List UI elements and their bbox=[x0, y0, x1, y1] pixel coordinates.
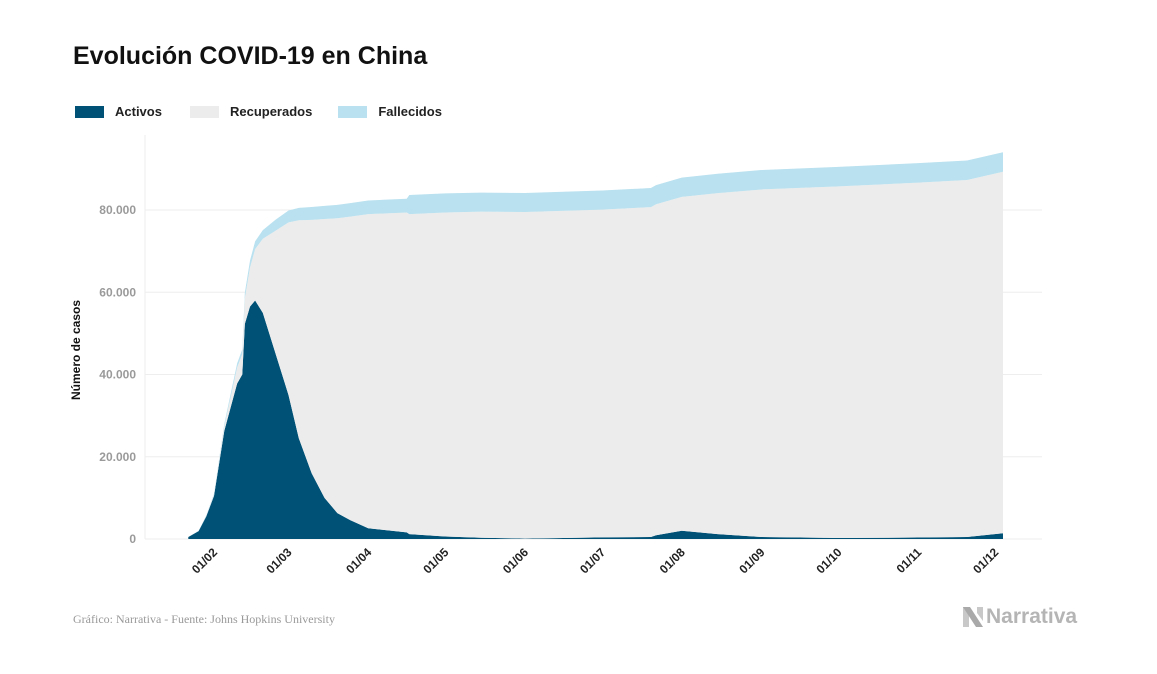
area-recuperados bbox=[188, 171, 1003, 539]
x-tick-label: 01/10 bbox=[813, 545, 844, 576]
x-tick-label: 01/02 bbox=[189, 545, 220, 576]
x-tick-label: 01/03 bbox=[264, 545, 295, 576]
narrativa-n-icon bbox=[963, 607, 983, 627]
source-note: Gráfico: Narrativa - Fuente: Johns Hopki… bbox=[73, 612, 335, 626]
y-tick-label: 80.000 bbox=[99, 203, 136, 217]
y-tick-label: 20.000 bbox=[99, 450, 136, 464]
legend-label: Fallecidos bbox=[378, 104, 442, 119]
narrativa-logo: Narrativa bbox=[963, 605, 1077, 629]
x-tick-label: 01/06 bbox=[500, 545, 531, 576]
x-tick-label: 01/08 bbox=[657, 545, 688, 576]
area-activos bbox=[188, 300, 1003, 539]
chart-title: Evolución COVID-19 en China bbox=[73, 42, 428, 70]
legend-item-recuperados: Recuperados bbox=[189, 104, 313, 119]
x-tick-label: 01/11 bbox=[894, 545, 925, 576]
y-axis-label: Número de casos bbox=[69, 300, 83, 400]
legend-swatch-fallecidos bbox=[338, 105, 368, 118]
legend-item-fallecidos: Fallecidos bbox=[338, 104, 442, 119]
y-tick-label: 0 bbox=[129, 532, 136, 546]
x-tick-label: 01/09 bbox=[736, 545, 767, 576]
x-tick-label: 01/04 bbox=[343, 545, 374, 576]
y-tick-label: 60.000 bbox=[99, 285, 136, 299]
x-tick-label: 01/12 bbox=[970, 545, 1001, 576]
legend-label: Recuperados bbox=[229, 104, 313, 119]
legend: Activos Recuperados Fallecidos bbox=[75, 104, 468, 119]
legend-item-activos: Activos bbox=[75, 104, 162, 119]
legend-swatch-recuperados bbox=[189, 105, 219, 118]
legend-swatch-activos bbox=[75, 105, 104, 118]
y-tick-label: 40.000 bbox=[99, 368, 136, 382]
x-tick-label: 01/07 bbox=[577, 545, 608, 576]
x-tick-label: 01/05 bbox=[420, 545, 451, 576]
legend-label: Activos bbox=[115, 104, 162, 119]
logo-text: Narrativa bbox=[986, 605, 1078, 628]
